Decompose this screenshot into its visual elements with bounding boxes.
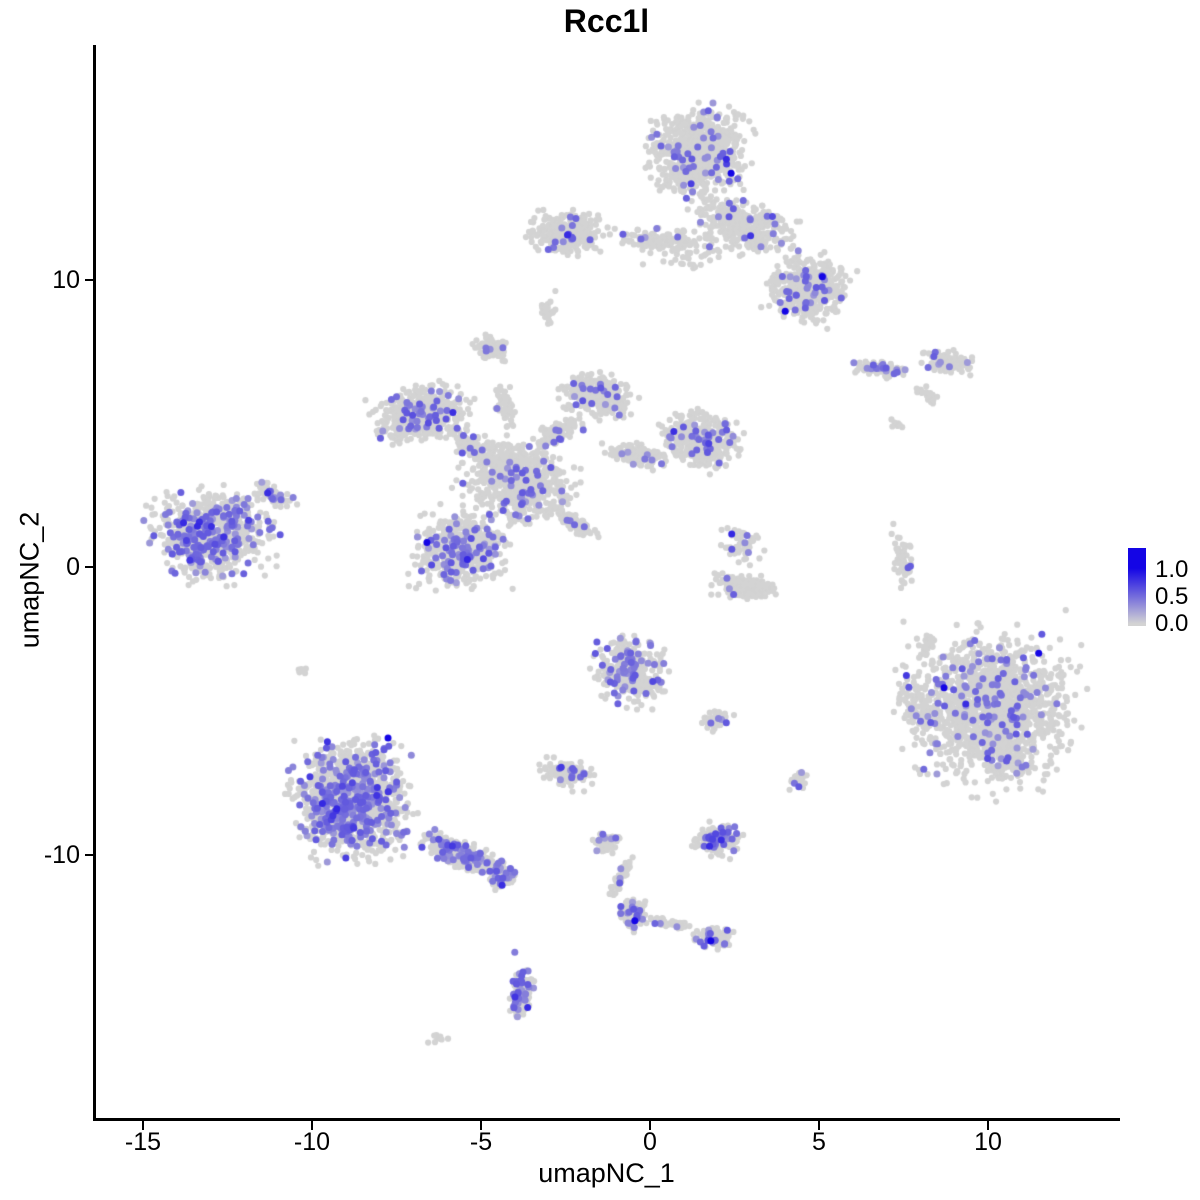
y-tick-mark	[85, 853, 94, 856]
x-tick-mark	[987, 1121, 989, 1130]
x-tick-mark	[818, 1121, 820, 1130]
x-tick-label: 0	[643, 1128, 657, 1156]
x-axis-label: umapNC_1	[538, 1158, 675, 1188]
y-tick-mark	[85, 566, 94, 568]
y-axis-line	[93, 45, 96, 1121]
colorbar-tick-label: 0.5	[1155, 583, 1189, 610]
y-tick-label: 0	[66, 553, 80, 581]
x-tick-mark	[142, 1121, 144, 1130]
x-tick-mark	[480, 1121, 482, 1130]
x-tick-mark	[311, 1121, 313, 1130]
x-tick-label: 5	[812, 1128, 826, 1156]
colorbar-gradient	[1128, 548, 1146, 626]
y-tick-mark	[85, 278, 94, 281]
colorbar-tick-label: 1.0	[1155, 556, 1189, 583]
x-tick-label: 10	[974, 1128, 1002, 1156]
y-tick-label: 10	[52, 265, 80, 294]
colorbar-tick-label: 0.0	[1155, 610, 1189, 637]
y-tick-label: -10	[43, 840, 80, 869]
x-axis-line	[93, 1118, 1120, 1121]
y-axis-label: umapNC_2	[14, 511, 45, 649]
x-tick-label: -5	[469, 1128, 493, 1156]
x-tick-label: -15	[124, 1128, 162, 1156]
x-tick-label: -10	[293, 1128, 331, 1156]
x-tick-mark	[649, 1121, 651, 1130]
